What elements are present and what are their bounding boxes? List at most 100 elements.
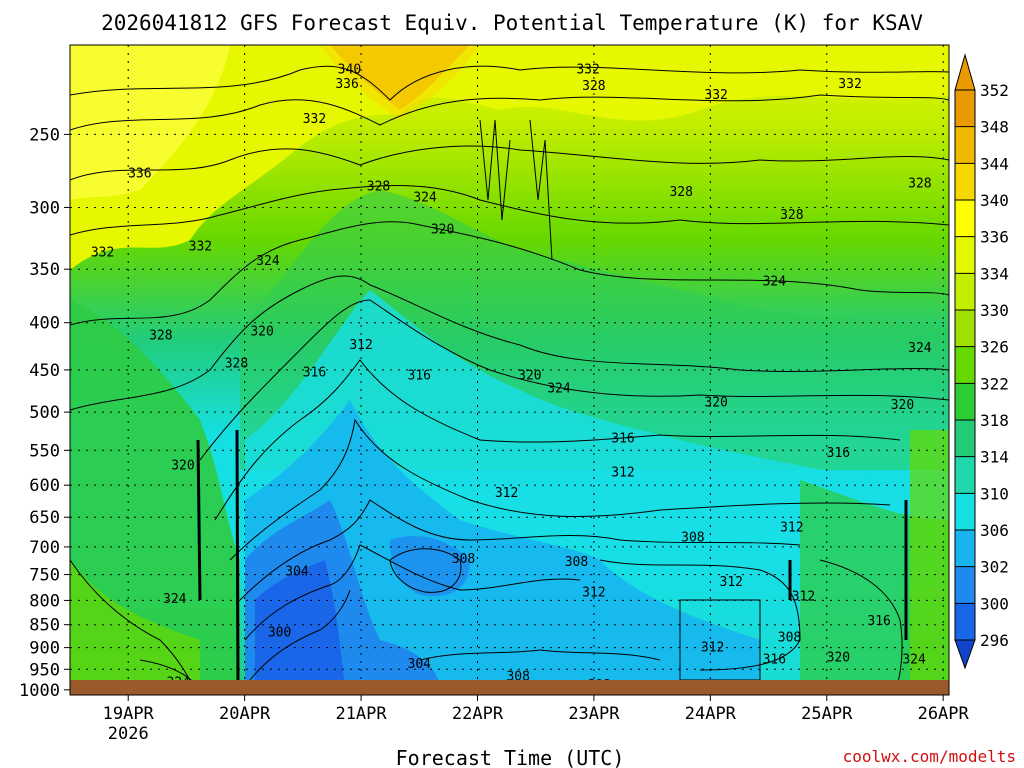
contour-label: 316 <box>611 432 634 447</box>
contour-label: 312 <box>495 486 518 501</box>
y-tick-label: 400 <box>29 314 60 334</box>
contour-label: 308 <box>778 630 801 645</box>
contour-label: 312 <box>720 575 743 590</box>
y-tick-label: 850 <box>29 616 60 636</box>
colorbar-bottom-arrow <box>954 639 976 670</box>
contour-label: 308 <box>565 555 588 570</box>
contour-line <box>214 359 901 521</box>
y-tick-label: 450 <box>29 361 60 381</box>
y-tick-label: 900 <box>29 639 60 659</box>
colorbar-swatch <box>955 530 975 567</box>
contour-label: 324 <box>908 341 932 356</box>
y-tick-label: 600 <box>29 476 60 496</box>
x-tick-label: 23APR <box>568 704 620 724</box>
colorbar-label: 336 <box>980 228 1009 247</box>
contour-label: 312 <box>582 585 605 600</box>
contour-line <box>529 119 553 261</box>
contour-label: 312 <box>611 466 634 481</box>
contour-label: 312 <box>701 641 724 656</box>
contour-label: 328 <box>582 79 605 94</box>
colorbar-swatch <box>955 456 975 494</box>
colorbar-top-arrow <box>954 53 976 91</box>
x-axis-label: Forecast Time (UTC) <box>396 746 625 768</box>
colorbar-label: 310 <box>980 484 1009 503</box>
colorbar-label: 302 <box>980 558 1009 577</box>
colorbar-label: 326 <box>980 338 1009 357</box>
x-tick-label: 24APR <box>685 704 737 724</box>
x-tick-label: 21APR <box>335 704 387 724</box>
contour-label: 324 <box>256 254 280 269</box>
contour-line <box>70 559 196 691</box>
contour-label: 304 <box>408 657 432 672</box>
y-tick-label: 250 <box>29 125 60 145</box>
y-tick-label: 350 <box>29 260 60 280</box>
contour-line <box>249 589 351 681</box>
colorbar-label: 296 <box>980 631 1009 650</box>
y-tick-label: 950 <box>29 660 60 680</box>
colorbar-swatch <box>955 383 975 420</box>
contour-label: 316 <box>867 614 890 629</box>
contour-label: 332 <box>303 112 326 127</box>
y-tick-label: 550 <box>29 441 60 461</box>
colorbar-swatch <box>955 603 975 640</box>
contour-line <box>70 185 949 236</box>
contour-label: 320 <box>171 459 194 474</box>
contour-label: 308 <box>681 530 704 545</box>
contour-label: 312 <box>792 589 815 604</box>
colorbar-label: 306 <box>980 521 1009 540</box>
contour-label: 320 <box>704 396 727 411</box>
x-tick-label: 26APR <box>918 704 970 724</box>
frontal-bands <box>196 429 908 691</box>
contour-label: 332 <box>91 246 114 261</box>
contour-label: 324 <box>547 381 571 396</box>
contour-label: 324 <box>413 191 437 206</box>
contour-label: 316 <box>763 653 786 668</box>
contour-label: 324 <box>163 592 187 607</box>
contour-label: 332 <box>576 62 599 77</box>
x-tick-label: 25APR <box>801 704 853 724</box>
contour-label: 328 <box>149 329 172 344</box>
x-tick-label: 22APR <box>452 704 504 724</box>
y-tick-label: 700 <box>29 538 60 558</box>
top-yellow-region <box>320 45 480 120</box>
y-tick-label: 750 <box>29 566 60 586</box>
colorbar-swatch <box>955 90 975 127</box>
colorbar-swatch <box>955 310 975 347</box>
contour-label: 332 <box>704 88 727 103</box>
ground-bar <box>70 680 949 695</box>
front-band <box>196 439 202 601</box>
contour-line <box>70 221 949 326</box>
credit-text: coolwx.com/modelts <box>843 747 1016 766</box>
light-blue-region <box>245 400 760 690</box>
contour-label: 320 <box>891 398 914 413</box>
colorbar-label: 322 <box>980 374 1009 393</box>
contour-label: 320 <box>518 368 541 383</box>
colorbar-swatch <box>955 200 975 237</box>
colorbar-label: 314 <box>980 448 1009 467</box>
contour-label: 316 <box>408 368 431 383</box>
deep-blue-core <box>255 560 345 690</box>
contour-line <box>479 119 511 221</box>
contour-label: 312 <box>349 338 372 353</box>
left-green-band <box>70 300 240 690</box>
contour-line <box>70 275 949 411</box>
contour-label: 320 <box>827 650 850 665</box>
contour-label: 336 <box>128 167 151 182</box>
contour-label: 316 <box>303 366 326 381</box>
colorbar-swatch <box>955 566 975 604</box>
colorbar-swatch <box>955 420 975 457</box>
colorbar-label: 330 <box>980 301 1009 320</box>
colorbar-swatch <box>955 273 975 310</box>
contour-label: 320 <box>250 325 273 340</box>
contour-line <box>599 559 801 671</box>
y-tick-label: 650 <box>29 508 60 528</box>
chart-title: 2026041812 GFS Forecast Equiv. Potential… <box>101 11 923 35</box>
colorbar-label: 348 <box>980 118 1009 137</box>
y-tick-label: 300 <box>29 198 60 218</box>
contour-label: 340 <box>338 62 361 77</box>
colorbar-swatch <box>955 346 975 384</box>
contour-label: 320 <box>431 222 454 237</box>
contour-label: 312 <box>780 520 803 535</box>
